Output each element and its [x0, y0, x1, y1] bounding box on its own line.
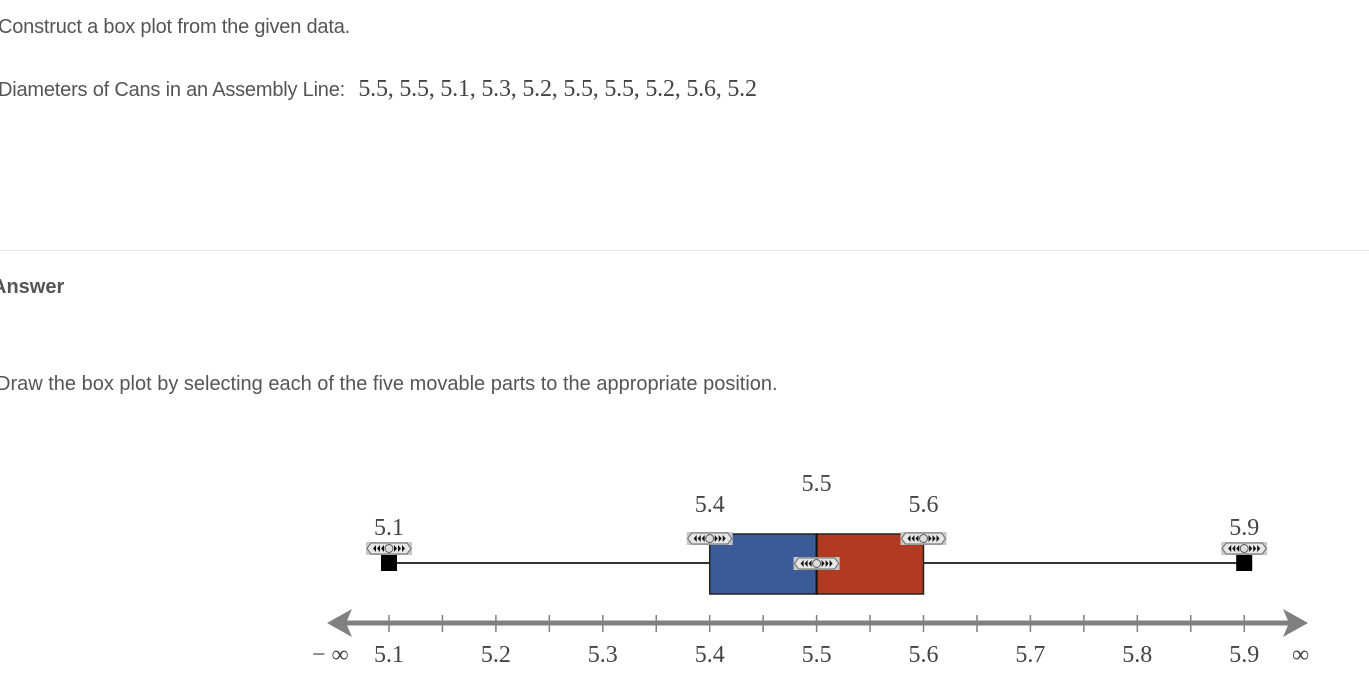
arrow-right-icon [1283, 609, 1308, 637]
axis-tick-label: 5.8 [1122, 642, 1152, 668]
max-value-label: 5.9 [1229, 515, 1259, 541]
median-value-label: 5.5 [802, 471, 832, 497]
axis-tick-label: 5.2 [481, 642, 511, 668]
q1-handle[interactable]: 5.4 [686, 492, 734, 546]
axis-tick-label: 5.5 [802, 642, 832, 668]
drag-handle-icon [1220, 541, 1268, 556]
drag-handle-icon [365, 541, 413, 556]
answer-instruction: Draw the box plot by selecting each of t… [0, 373, 778, 395]
section-divider [0, 250, 1369, 251]
median-handle[interactable]: 5.5 [793, 471, 841, 571]
pos-infinity-label: ∞ [1292, 642, 1309, 668]
axis-tick-label: 5.7 [1015, 642, 1045, 668]
neg-infinity-label: − ∞ [312, 642, 349, 668]
min-value-label: 5.1 [374, 515, 404, 541]
max-endpoint [1236, 555, 1253, 571]
max-handle[interactable]: 5.9 [1220, 515, 1268, 556]
arrow-left-icon [327, 609, 352, 637]
axis-tick-label: 5.4 [695, 642, 725, 668]
axis-tick-label: 5.3 [588, 642, 618, 668]
data-values: 5.5, 5.5, 5.1, 5.3, 5.2, 5.5, 5.5, 5.2, … [358, 76, 757, 102]
number-line: 5.1 5.2 5.3 5.4 5.5 5.6 5.7 5.8 5.9 − ∞ ∞ [312, 609, 1309, 668]
drag-handle-icon [900, 531, 947, 546]
drag-handle-icon [793, 556, 841, 571]
q1-value-label: 5.4 [695, 492, 725, 518]
q3-value-label: 5.6 [909, 492, 939, 518]
q3-handle[interactable]: 5.6 [900, 492, 947, 546]
data-label: Diameters of Cans in an Assembly Line: [0, 79, 346, 101]
min-endpoint [381, 555, 397, 571]
axis-tick-label: 5.9 [1229, 642, 1259, 668]
data-line: Diameters of Cans in an Assembly Line: 5… [0, 76, 757, 103]
axis-tick-label: 5.6 [909, 642, 939, 668]
answer-heading: Answer [0, 276, 65, 298]
drag-handle-icon [686, 531, 734, 546]
question-prompt: Construct a box plot from the given data… [0, 16, 350, 38]
min-handle[interactable]: 5.1 [365, 515, 413, 556]
axis-tick-label: 5.1 [374, 642, 404, 668]
